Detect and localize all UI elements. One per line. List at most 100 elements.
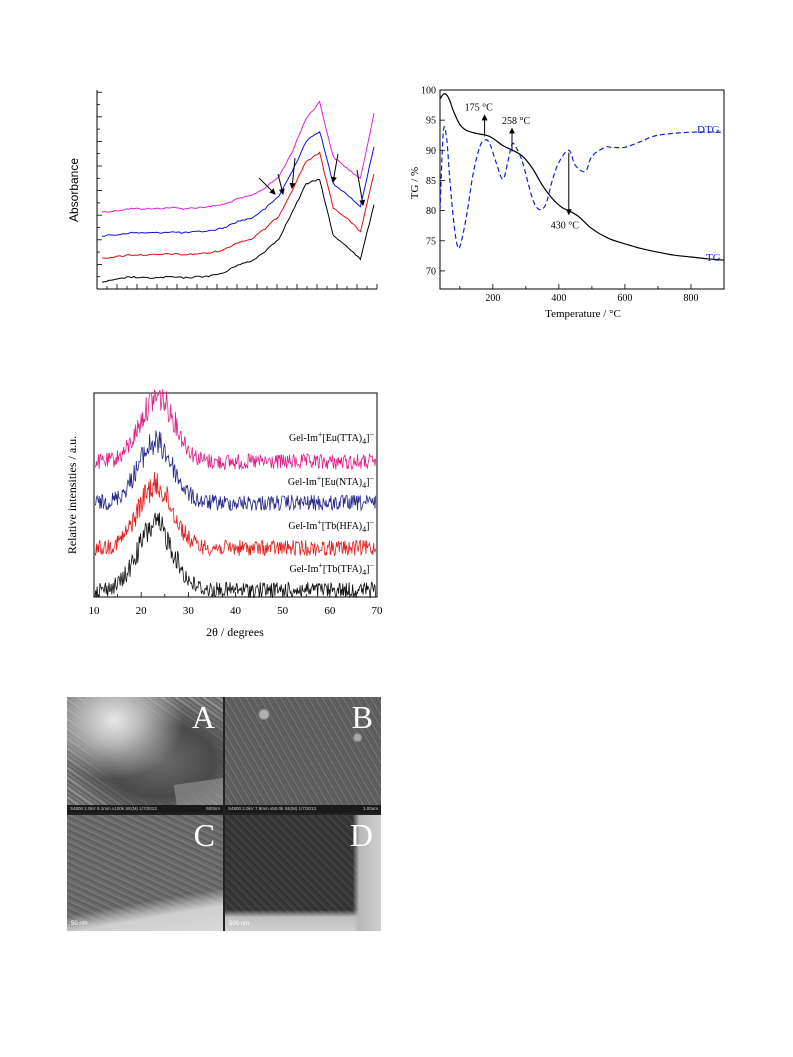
xrd-label-rest: [Eu(TTA) xyxy=(322,433,362,444)
xrd-label-rest: [Tb(HFA) xyxy=(322,521,362,532)
tg-series-group xyxy=(439,93,725,261)
micrograph-a-info: S4800 2.0kV 8.1mm x100k SE(M) 1/7/2013 xyxy=(70,806,157,811)
ftir-series-line xyxy=(101,151,375,259)
micrograph-c-scale-bar: 50 nm xyxy=(71,921,88,927)
xrd-label-sup2: − xyxy=(369,561,374,570)
micrograph-b-info-bar: S4800 2.0kV 7.9mm x50.0k SE(M) 1/7/2013 … xyxy=(225,805,381,813)
xrd-label-sup2: − xyxy=(369,518,374,527)
tg-annotation-258: 258 °C xyxy=(502,116,530,127)
xrd-series-line xyxy=(94,512,377,599)
xrd-label-sub: 4 xyxy=(362,525,366,534)
micrograph-a: A S4800 2.0kV 8.1mm x100k SE(M) 1/7/2013… xyxy=(67,697,223,813)
xrd-y-axis-label: Relative intensities / a.u. xyxy=(65,436,79,554)
xrd-x-tick-label: 60 xyxy=(324,605,336,617)
xrd-label-main: Gel-Im xyxy=(289,433,318,444)
xrd-label-sup: + xyxy=(317,474,322,483)
ftir-y-axis-label: Absorbance xyxy=(67,158,81,222)
ftir-series-line xyxy=(101,131,375,237)
ftir-arrow-annotations xyxy=(258,153,366,206)
xrd-series-label: Gel-Im+[Eu(TTA)4]− xyxy=(289,430,375,446)
tg-x-tick-label: 600 xyxy=(617,293,632,304)
micrograph-b-scale: 1.00um xyxy=(362,806,378,811)
xrd-label-sub: 4 xyxy=(362,437,366,446)
xrd-series-line xyxy=(94,471,377,557)
micrograph-d-scale-bar: 500 nm xyxy=(229,921,249,927)
xrd-axes: 10 20 30 40 50 60 70 xyxy=(89,392,384,617)
tg-annotations: 175 °C 258 °C 430 °C xyxy=(465,103,580,232)
tg-y-tick-label: 75 xyxy=(426,236,436,247)
ftir-arrow xyxy=(330,153,339,183)
tg-x-axis-label: Temperature / °C xyxy=(545,308,621,320)
tg-x-tick-label: 200 xyxy=(485,293,500,304)
micrograph-c-letter: C xyxy=(193,817,215,853)
tg-y-tick-label: 70 xyxy=(426,266,436,277)
xrd-label-end: ] xyxy=(366,433,369,444)
xrd-x-tick-label: 40 xyxy=(230,605,242,617)
ftir-arrow xyxy=(277,173,285,195)
micrograph-c-scale: 50 nm xyxy=(71,921,88,927)
ftir-axes xyxy=(96,90,378,290)
xrd-label-rest: [Tb(TFA) xyxy=(323,564,362,575)
tg-series-tg xyxy=(439,93,725,261)
tg-y-tick-label: 90 xyxy=(426,146,436,157)
dtg-series-label: DTG xyxy=(697,124,720,136)
tg-annotation-430: 430 °C xyxy=(551,221,579,232)
xrd-label-rest: [Eu(NTA) xyxy=(321,477,362,488)
xrd-label-sub: 4 xyxy=(362,568,366,577)
ftir-series-line xyxy=(101,100,375,213)
xrd-series-group xyxy=(94,388,377,599)
ftir-arrow xyxy=(289,157,296,189)
micrograph-b: B S4800 2.0kV 7.9mm x50.0k SE(M) 1/7/201… xyxy=(225,697,381,813)
xrd-series-labels: Gel-Im+[Eu(TTA)4]−Gel-Im+[Eu(NTA)4]−Gel-… xyxy=(288,430,375,577)
tg-x-tick-label: 400 xyxy=(551,293,566,304)
tg-y-tick-label: 85 xyxy=(426,176,436,187)
xrd-x-tick-label: 70 xyxy=(372,605,384,617)
xrd-label-sup2: − xyxy=(369,430,374,439)
xrd-label-sup2: − xyxy=(369,474,374,483)
xrd-label-main: Gel-Im xyxy=(288,521,317,532)
micrograph-a-letter: A xyxy=(191,699,215,735)
ftir-series-group xyxy=(101,100,375,283)
tg-annotation-175: 175 °C xyxy=(465,103,493,114)
micrograph-c: C 50 nm xyxy=(67,815,223,931)
micrograph-grid: A S4800 2.0kV 8.1mm x100k SE(M) 1/7/2013… xyxy=(67,697,381,931)
tg-plot-frame xyxy=(439,89,725,290)
xrd-series-label: Gel-Im+[Tb(TFA)4]− xyxy=(289,561,374,577)
xrd-label-end: ] xyxy=(366,564,369,575)
micrograph-d-scale: 500 nm xyxy=(229,921,250,927)
xrd-label-sup: + xyxy=(317,518,322,527)
ftir-series-line xyxy=(101,178,375,283)
tg-y-axis-label: TG / % xyxy=(409,167,421,199)
tg-axes: 200 400 600 800 70 75 80 85 90 95 100 xyxy=(421,86,725,304)
micrograph-a-info-bar: S4800 2.0kV 8.1mm x100k SE(M) 1/7/2013 5… xyxy=(67,805,223,813)
tg-series-dtg xyxy=(439,126,725,250)
xrd-x-tick-label: 30 xyxy=(183,605,195,617)
xrd-label-sup: + xyxy=(318,561,323,570)
tg-x-tick-label: 800 xyxy=(683,293,698,304)
xrd-label-end: ] xyxy=(366,477,369,488)
xrd-x-tick-label: 10 xyxy=(89,605,101,617)
xrd-series-label: Gel-Im+[Eu(NTA)4]− xyxy=(288,474,375,490)
tg-y-tick-label: 80 xyxy=(426,206,436,217)
xrd-x-tick-label: 20 xyxy=(136,605,148,617)
ftir-arrow xyxy=(356,169,366,206)
xrd-label-sup: + xyxy=(318,430,323,439)
xrd-label-main: Gel-Im xyxy=(289,564,318,575)
xrd-x-axis-label: 2θ / degrees xyxy=(206,625,264,639)
xrd-label-end: ] xyxy=(366,521,369,532)
xrd-plot-frame xyxy=(93,392,378,598)
xrd-x-tick-label: 50 xyxy=(277,605,289,617)
tg-y-tick-label: 100 xyxy=(421,86,436,97)
micrograph-a-scale: 500nm xyxy=(206,806,220,811)
micrograph-d: D 500 nm xyxy=(225,815,381,931)
tg-y-tick-label: 95 xyxy=(426,116,436,127)
micrograph-b-info: S4800 2.0kV 7.9mm x50.0k SE(M) 1/7/2013 xyxy=(228,806,317,811)
ftir-arrow xyxy=(258,177,276,195)
xrd-label-sub: 4 xyxy=(362,481,366,490)
xrd-series-line xyxy=(94,388,377,471)
xrd-series-line xyxy=(94,430,377,512)
xrd-label-main: Gel-Im xyxy=(288,477,317,488)
micrograph-d-letter: D xyxy=(349,817,373,853)
tg-series-label: TG xyxy=(706,252,721,264)
micrograph-b-letter: B xyxy=(351,699,373,735)
